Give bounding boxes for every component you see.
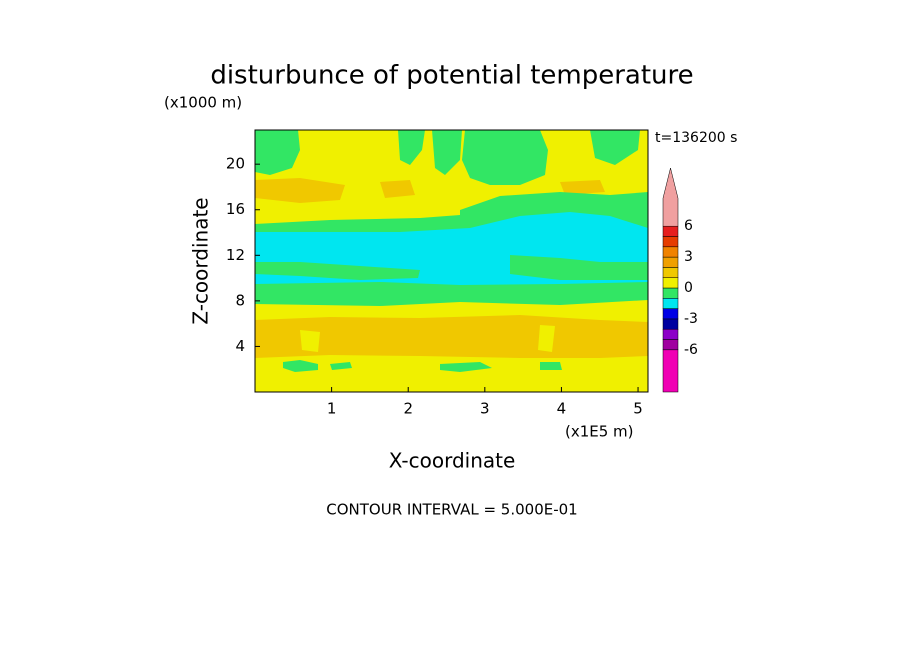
y-tick-label: 20 <box>226 155 245 173</box>
colorbar-tick-label: -6 <box>684 342 698 358</box>
colorbar-segment <box>662 298 679 309</box>
colorbar-tick-label: 3 <box>684 249 693 265</box>
colorbar-segment <box>662 318 679 330</box>
contour-region <box>255 178 345 203</box>
x-tick-label: 2 <box>403 400 413 418</box>
y-unit: (x1000 m) <box>164 94 242 112</box>
x-axis-label: X-coordinate <box>389 449 516 473</box>
chart-title: disturbunce of potential temperature <box>210 61 693 91</box>
contour-region <box>380 180 415 198</box>
colorbar-segment <box>662 308 679 320</box>
plot-frame <box>254 129 649 393</box>
y-tick-label: 16 <box>226 200 245 218</box>
contour-region <box>330 362 352 370</box>
colorbar-tick-label: 0 <box>684 280 693 296</box>
contour-region <box>283 360 318 372</box>
colorbar-segment <box>662 339 679 351</box>
y-tick-label: 12 <box>226 246 245 264</box>
colorbar-segment <box>662 328 679 340</box>
colorbar-segment <box>662 287 679 299</box>
colorbar-segment <box>662 225 679 237</box>
contour-region <box>255 282 648 306</box>
contour-region <box>432 130 462 175</box>
colorbar-segment <box>662 246 679 258</box>
contour-region <box>398 130 425 165</box>
y-axis-label: Z-coordinate <box>189 197 213 324</box>
colorbar-segment <box>662 349 679 393</box>
contour-region <box>255 262 420 280</box>
contour-region <box>462 130 548 185</box>
colorbar-segment <box>662 267 679 278</box>
contour-region <box>540 362 562 370</box>
contour-region <box>510 255 648 280</box>
contour-region <box>538 325 555 352</box>
x-tick-label: 3 <box>480 400 490 418</box>
x-tick-label: 5 <box>633 400 643 418</box>
contour-region <box>255 130 300 175</box>
colorbar-segment <box>662 236 679 248</box>
colorbar-segment <box>662 277 679 289</box>
x-tick-label: 4 <box>557 400 567 418</box>
colorbar-segment <box>662 256 679 268</box>
y-tick-label: 4 <box>235 337 245 355</box>
x-unit: (x1E5 m) <box>565 423 634 441</box>
colorbar-segment <box>662 167 679 227</box>
y-tick-label: 8 <box>235 291 245 309</box>
footer: CONTOUR INTERVAL = 5.000E-01 <box>326 501 577 519</box>
contour-region <box>440 362 492 372</box>
contour-region <box>590 130 640 165</box>
colorbar-tick-label: 6 <box>684 218 693 234</box>
time-label: t=136200 s <box>655 130 737 146</box>
x-tick-label: 1 <box>327 400 337 418</box>
contour-region <box>560 180 605 195</box>
colorbar-tick-label: -3 <box>684 311 698 327</box>
contour-region <box>300 330 320 352</box>
